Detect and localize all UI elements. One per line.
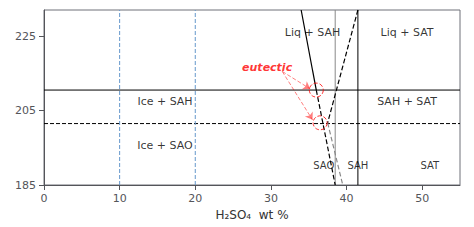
svg-text:0: 0	[41, 192, 48, 205]
svg-text:H₂SO₄ wt %: H₂SO₄ wt %	[215, 208, 288, 222]
svg-text:30: 30	[264, 192, 278, 205]
svg-text:SAH: SAH	[347, 160, 368, 171]
svg-text:Liq + SAH: Liq + SAH	[285, 26, 340, 39]
svg-text:SAH + SAT: SAH + SAT	[377, 95, 437, 108]
svg-text:Ice + SAO: Ice + SAO	[137, 139, 193, 152]
svg-text:eutectic: eutectic	[242, 61, 293, 74]
svg-text:SAT: SAT	[420, 160, 440, 171]
svg-text:SAO: SAO	[313, 160, 334, 171]
svg-text:50: 50	[415, 192, 429, 205]
svg-text:20: 20	[188, 192, 202, 205]
svg-text:Liq + SAT: Liq + SAT	[381, 26, 434, 39]
svg-text:10: 10	[113, 192, 127, 205]
svg-text:185: 185	[15, 179, 36, 192]
svg-text:40: 40	[340, 192, 354, 205]
svg-text:225: 225	[15, 30, 36, 43]
svg-text:205: 205	[15, 104, 36, 117]
svg-text:Ice + SAH: Ice + SAH	[137, 95, 192, 108]
